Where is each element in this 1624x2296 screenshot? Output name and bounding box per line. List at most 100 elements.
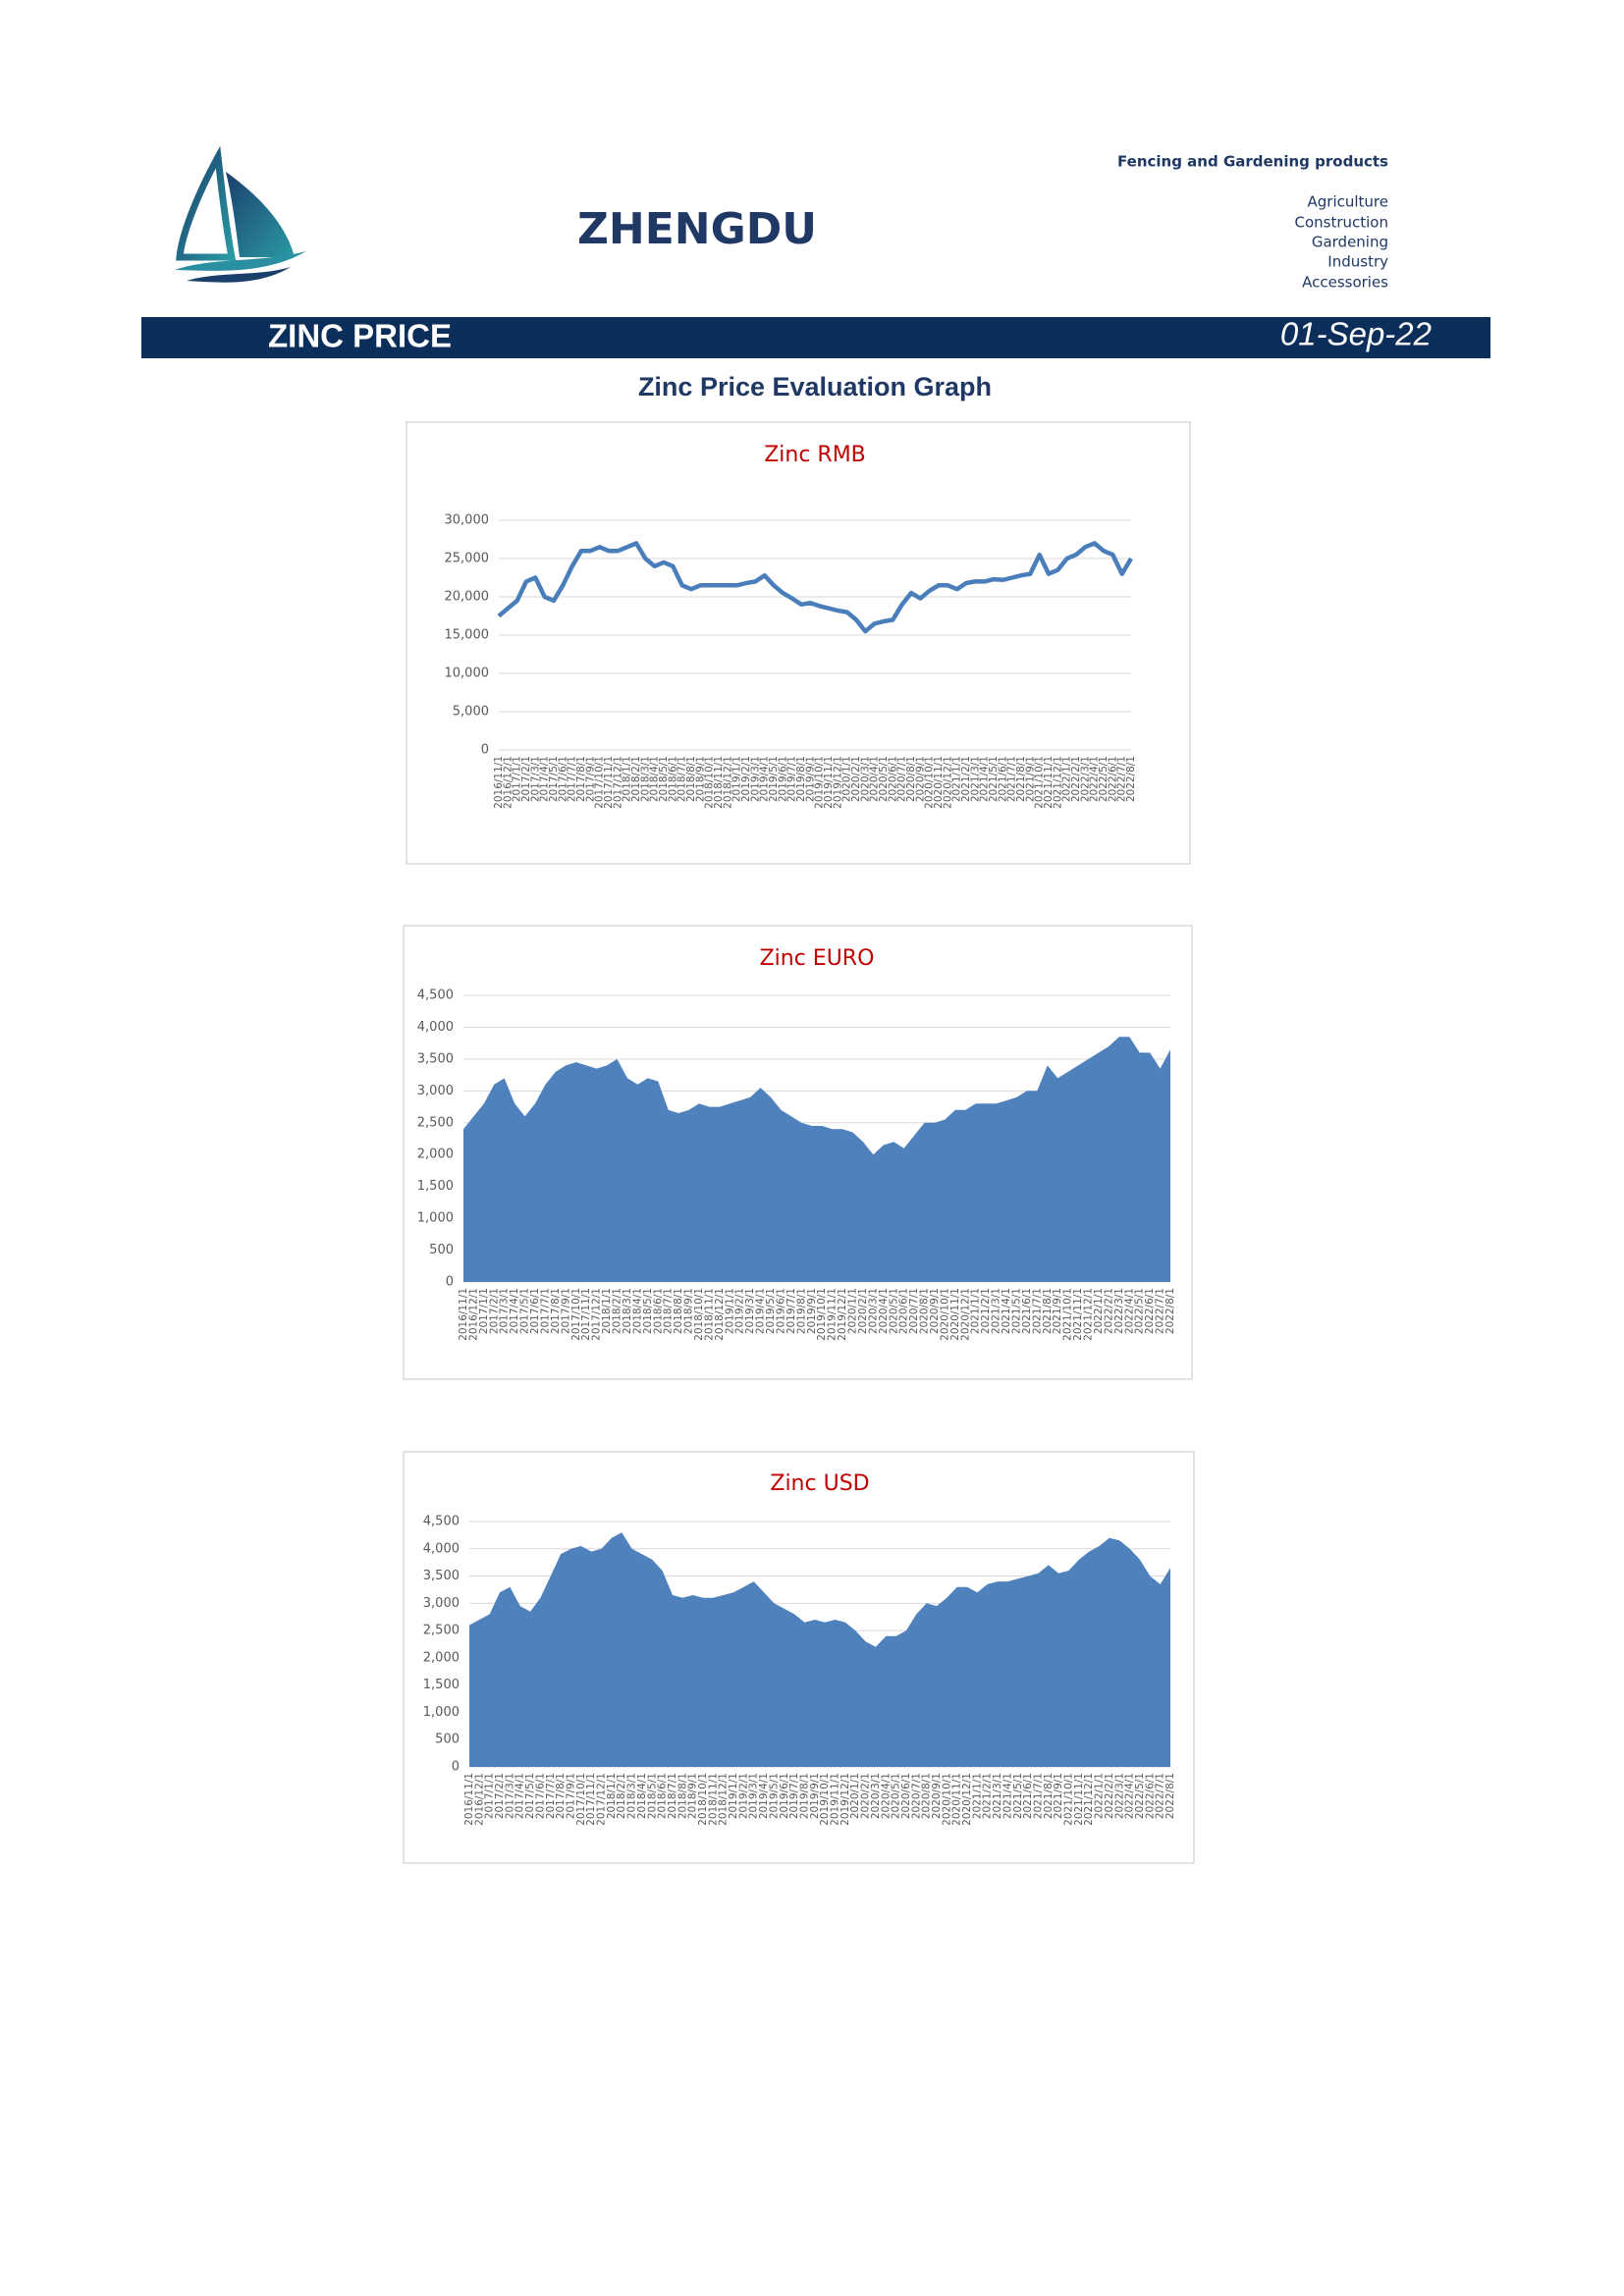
x-tick-label: 2022/4/1 bbox=[1124, 1773, 1136, 1819]
banner bbox=[141, 317, 1490, 358]
x-tick-label: 2018/10/1 bbox=[693, 1288, 705, 1341]
x-tick-label: 2022/8/1 bbox=[1164, 1773, 1176, 1819]
brand: ZHENGDU bbox=[577, 204, 817, 254]
x-tick-label: 2017/3/1 bbox=[504, 1773, 515, 1819]
x-tick-label: 2019/1/1 bbox=[724, 1288, 735, 1334]
x-tick-label: 2019/5/1 bbox=[765, 1288, 777, 1334]
x-tick-label: 2022/2/1 bbox=[1103, 1288, 1114, 1334]
x-tick-label: 2018/9/1 bbox=[687, 1773, 699, 1819]
y-tick-label: 1,000 bbox=[417, 1211, 454, 1226]
y-tick-label: 500 bbox=[435, 1733, 460, 1747]
x-tick-label: 2018/3/1 bbox=[639, 756, 651, 802]
y-tick-label: 1,500 bbox=[417, 1179, 454, 1194]
x-tick-label: 2021/7/1 bbox=[1032, 1773, 1044, 1819]
x-tick-label: 2016/11/1 bbox=[493, 756, 505, 809]
x-tick-label: 2020/3/1 bbox=[867, 1288, 879, 1334]
x-tick-label: 2021/12/1 bbox=[1052, 756, 1063, 809]
x-tick-label: 2018/6/1 bbox=[652, 1288, 664, 1334]
x-tick-label: 2017/4/1 bbox=[514, 1773, 526, 1819]
x-tick-label: 2021/10/1 bbox=[1034, 756, 1046, 809]
x-tick-label: 2022/3/1 bbox=[1113, 1288, 1125, 1334]
x-tick-label: 2020/4/1 bbox=[880, 1773, 892, 1819]
x-tick-label: 2017/12/1 bbox=[612, 756, 623, 809]
x-tick-label: 2021/3/1 bbox=[992, 1773, 1003, 1819]
x-tick-label: 2021/11/1 bbox=[1073, 1773, 1085, 1826]
x-tick-label: 2020/2/1 bbox=[857, 1288, 869, 1334]
x-tick-label: 2020/12/1 bbox=[959, 1288, 971, 1341]
x-tick-label: 2019/3/1 bbox=[748, 1773, 760, 1819]
x-tick-label: 2021/10/1 bbox=[1062, 1288, 1074, 1341]
x-tick-label: 2020/7/1 bbox=[910, 1773, 922, 1819]
x-tick-label: 2017/8/1 bbox=[575, 756, 587, 802]
x-tick-label: 2019/8/1 bbox=[795, 1288, 807, 1334]
x-tick-label: 2020/8/1 bbox=[905, 756, 917, 802]
x-tick-label: 2016/12/1 bbox=[473, 1773, 485, 1826]
chart-frame bbox=[406, 421, 1191, 865]
x-tick-label: 2017/1/1 bbox=[484, 1773, 496, 1819]
x-tick-label: 2019/9/1 bbox=[804, 756, 816, 802]
x-tick-label: 2022/7/1 bbox=[1155, 1773, 1166, 1819]
x-tick-label: 2017/1/1 bbox=[512, 756, 523, 802]
x-tick-label: 2019/2/1 bbox=[734, 1288, 746, 1334]
x-tick-label: 2017/6/1 bbox=[529, 1288, 541, 1334]
x-tick-label: 2020/7/1 bbox=[908, 1288, 920, 1334]
x-tick-label: 2016/11/1 bbox=[458, 1288, 469, 1341]
x-tick-label: 2021/5/1 bbox=[988, 756, 1000, 802]
x-tick-label: 2019/5/1 bbox=[768, 1773, 780, 1819]
x-tick-label: 2020/9/1 bbox=[931, 1773, 943, 1819]
x-tick-label: 2022/7/1 bbox=[1155, 1288, 1166, 1334]
x-tick-label: 2021/9/1 bbox=[1024, 756, 1036, 802]
x-tick-label: 2018/7/1 bbox=[663, 1288, 675, 1334]
x-tick-label: 2020/9/1 bbox=[929, 1288, 941, 1334]
y-tick-label: 2,500 bbox=[423, 1624, 460, 1638]
x-tick-label: 2019/8/1 bbox=[795, 756, 807, 802]
y-tick-label: 4,000 bbox=[417, 1020, 454, 1035]
x-tick-label: 2018/8/1 bbox=[677, 1773, 688, 1819]
y-tick-label: 0 bbox=[446, 1275, 454, 1290]
x-tick-label: 2019/2/1 bbox=[740, 756, 752, 802]
x-tick-label: 2017/7/1 bbox=[539, 1288, 551, 1334]
x-tick-label: 2018/11/1 bbox=[703, 1288, 715, 1341]
x-tick-label: 2021/8/1 bbox=[1042, 1288, 1054, 1334]
x-tick-label: 2017/2/1 bbox=[520, 756, 532, 802]
x-tick-label: 2021/7/1 bbox=[1031, 1288, 1043, 1334]
x-tick-label: 2017/8/1 bbox=[555, 1773, 567, 1819]
y-tick-label: 10,000 bbox=[445, 667, 490, 681]
x-tick-label: 2017/8/1 bbox=[550, 1288, 562, 1334]
x-tick-label: 2020/3/1 bbox=[870, 1773, 882, 1819]
x-tick-label: 2019/6/1 bbox=[779, 1773, 790, 1819]
x-tick-label: 2018/8/1 bbox=[685, 756, 697, 802]
x-tick-label: 2021/1/1 bbox=[971, 1773, 983, 1819]
x-tick-label: 2021/8/1 bbox=[1043, 1773, 1055, 1819]
x-tick-label: 2020/11/1 bbox=[933, 756, 945, 809]
x-tick-label: 2018/12/1 bbox=[722, 756, 733, 809]
x-tick-label: 2019/5/1 bbox=[768, 756, 780, 802]
chart-title: Zinc RMB bbox=[764, 443, 866, 467]
y-tick-label: 4,500 bbox=[423, 1515, 460, 1529]
x-tick-label: 2019/11/1 bbox=[830, 1773, 841, 1826]
x-tick-label: 2018/9/1 bbox=[694, 756, 706, 802]
x-tick-label: 2018/5/1 bbox=[642, 1288, 654, 1334]
x-tick-label: 2020/10/1 bbox=[924, 756, 936, 809]
x-tick-label: 2019/4/1 bbox=[758, 1773, 770, 1819]
x-tick-label: 2017/3/1 bbox=[529, 756, 541, 802]
x-tick-label: 2020/11/1 bbox=[951, 1773, 963, 1826]
y-tick-label: 4,000 bbox=[423, 1541, 460, 1556]
x-tick-label: 2018/1/1 bbox=[622, 756, 633, 802]
x-tick-label: 2020/3/1 bbox=[859, 756, 871, 802]
x-tick-label: 2022/3/1 bbox=[1113, 1773, 1125, 1819]
x-tick-label: 2020/10/1 bbox=[939, 1288, 950, 1341]
x-tick-label: 2019/12/1 bbox=[837, 1288, 848, 1341]
y-tick-label: 2,500 bbox=[417, 1115, 454, 1130]
y-tick-label: 1,500 bbox=[423, 1678, 460, 1692]
product-category: Industry bbox=[1327, 253, 1388, 271]
product-category: Gardening bbox=[1312, 234, 1388, 251]
x-tick-label: 2021/2/1 bbox=[982, 1773, 994, 1819]
x-tick-label: 2017/5/1 bbox=[524, 1773, 536, 1819]
x-tick-label: 2021/6/1 bbox=[997, 756, 1008, 802]
x-tick-label: 2019/1/1 bbox=[731, 756, 743, 802]
x-tick-label: 2017/3/1 bbox=[499, 1288, 511, 1334]
x-tick-label: 2022/6/1 bbox=[1107, 756, 1118, 802]
x-tick-label: 2020/4/1 bbox=[869, 756, 881, 802]
